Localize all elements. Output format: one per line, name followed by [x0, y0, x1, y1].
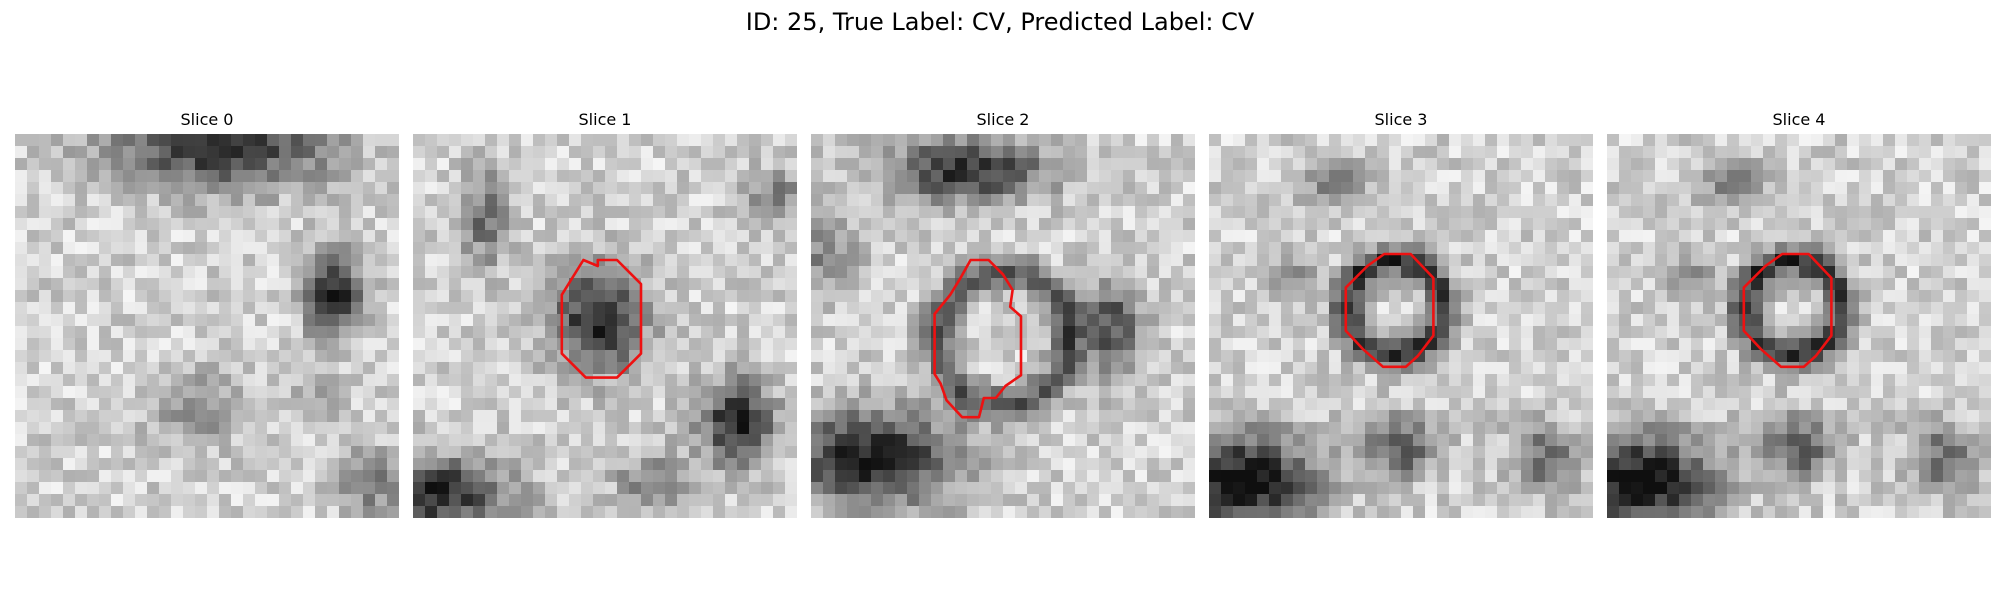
slice-image-1 [413, 134, 797, 518]
slice-title: Slice 4 [1772, 110, 1826, 129]
slice-title: Slice 0 [180, 110, 234, 129]
lesion-contour [933, 258, 1023, 419]
lesion-contour [1742, 252, 1833, 369]
slice-panel-0: Slice 0 [15, 109, 399, 518]
slice-image-0 [15, 134, 399, 518]
slice-image-3 [1209, 134, 1593, 518]
slice-panel-4: Slice 4 [1607, 109, 1991, 518]
slice-panel-1: Slice 1 [413, 109, 797, 518]
figure-title: ID: 25, True Label: CV, Predicted Label:… [745, 8, 1255, 36]
slice-title: Slice 3 [1374, 110, 1428, 129]
slice-title: Slice 2 [976, 110, 1030, 129]
lesion-contour [560, 258, 643, 379]
slice-title: Slice 1 [578, 110, 632, 129]
lesion-contour [1344, 252, 1435, 369]
slice-image-4 [1607, 134, 1991, 518]
slice-image-2 [811, 134, 1195, 518]
slice-panel-3: Slice 3 [1209, 109, 1593, 518]
slice-panel-2: Slice 2 [811, 109, 1195, 518]
